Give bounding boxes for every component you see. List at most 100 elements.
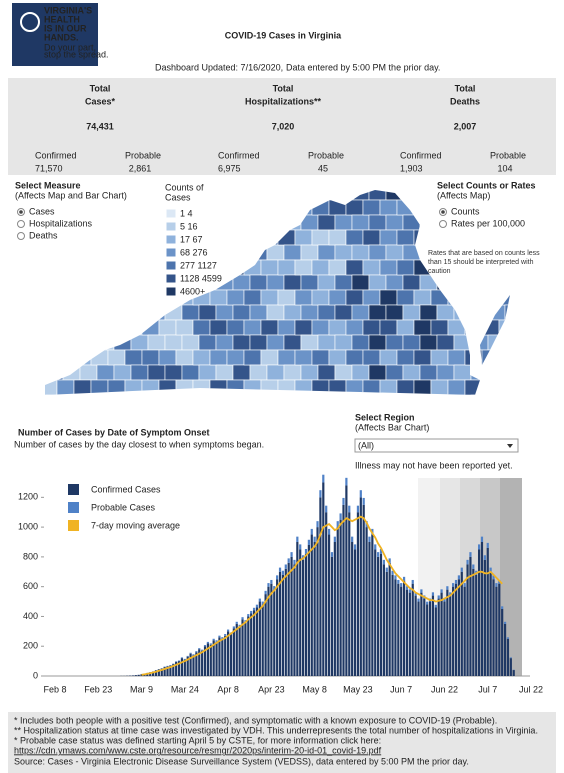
county <box>402 394 421 395</box>
county <box>107 229 126 246</box>
county <box>62 244 81 261</box>
county <box>498 199 510 216</box>
region-dropdown[interactable] <box>354 438 519 453</box>
measure-option[interactable]: Deaths <box>29 230 58 240</box>
county <box>260 259 279 276</box>
bar <box>276 579 279 676</box>
radio[interactable] <box>17 220 25 228</box>
radio[interactable] <box>439 220 447 228</box>
bar <box>310 534 313 676</box>
bar <box>377 556 380 676</box>
county <box>419 364 438 381</box>
county <box>232 304 251 321</box>
bar <box>495 586 498 676</box>
county <box>368 190 387 201</box>
dropdown-arrow <box>507 444 513 448</box>
bar <box>255 607 259 676</box>
region-selected[interactable]: (All) <box>358 440 374 450</box>
bar <box>336 527 339 676</box>
county <box>215 190 234 201</box>
county <box>73 319 92 336</box>
county <box>385 190 404 201</box>
county <box>209 229 228 246</box>
bar <box>356 512 360 676</box>
bar <box>408 589 411 593</box>
county <box>453 304 472 321</box>
county <box>113 394 132 395</box>
totals-panel <box>8 78 556 175</box>
bar <box>183 659 186 676</box>
county <box>283 394 302 395</box>
measure-option[interactable]: Hospitalizations <box>29 218 93 228</box>
county <box>311 379 330 395</box>
bar <box>449 595 452 676</box>
county <box>113 244 132 261</box>
total-value: 7,020 <box>272 121 295 131</box>
county <box>56 319 75 336</box>
county <box>317 334 336 351</box>
county <box>215 244 234 261</box>
county <box>396 229 415 246</box>
bar <box>221 637 224 639</box>
county <box>62 334 81 351</box>
bar <box>463 586 466 676</box>
bar <box>512 670 515 676</box>
county <box>396 199 415 216</box>
county <box>73 289 92 306</box>
county <box>249 334 268 351</box>
county <box>198 394 217 395</box>
county <box>334 334 353 351</box>
county <box>413 319 432 336</box>
county <box>385 364 404 381</box>
county <box>107 319 126 336</box>
bar <box>434 604 437 608</box>
county <box>277 199 296 216</box>
bar <box>351 536 354 542</box>
county <box>56 289 75 306</box>
county <box>209 319 228 336</box>
county <box>243 349 262 366</box>
county <box>300 364 319 381</box>
bar <box>480 536 484 542</box>
bar <box>299 544 302 550</box>
bar <box>483 559 486 676</box>
confirmed-value: 1,903 <box>400 163 423 173</box>
bar <box>359 490 362 498</box>
bar <box>313 542 316 676</box>
county <box>45 394 64 395</box>
rate-option[interactable]: Rates per 100,000 <box>451 218 525 228</box>
bar <box>411 583 414 676</box>
bar <box>186 655 189 657</box>
radio[interactable] <box>17 232 25 240</box>
bar <box>368 536 371 542</box>
county <box>345 349 364 366</box>
county <box>402 244 421 261</box>
bar <box>388 558 391 563</box>
bar <box>244 622 247 676</box>
county <box>362 349 381 366</box>
county <box>73 199 92 216</box>
county <box>311 289 330 306</box>
county <box>124 379 143 395</box>
county <box>334 274 353 291</box>
county <box>351 334 370 351</box>
county <box>266 304 285 321</box>
measure-option[interactable]: Cases <box>29 206 55 216</box>
bar <box>463 583 466 587</box>
county <box>62 394 81 395</box>
logo-text: HANDS. <box>44 32 79 42</box>
county <box>243 319 262 336</box>
footnote-link[interactable]: https://cdn.ymaws.com/www.cste.org/resou… <box>14 745 382 755</box>
bar <box>290 552 293 557</box>
county <box>294 199 313 216</box>
county <box>141 259 160 276</box>
county <box>209 349 228 366</box>
bar <box>325 512 328 676</box>
rate-option[interactable]: Counts <box>451 206 480 216</box>
county <box>243 229 262 246</box>
bar <box>353 544 357 550</box>
bar <box>460 567 463 572</box>
total-value: 2,007 <box>454 121 477 131</box>
bar <box>189 652 192 654</box>
bar <box>483 555 486 560</box>
